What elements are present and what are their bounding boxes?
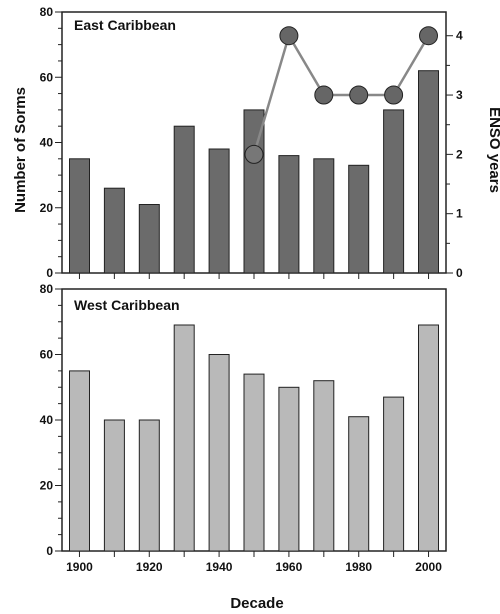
enso-axis-title: ENSO years [486, 107, 500, 193]
west-xtick-label: 1960 [276, 560, 303, 574]
enso-ytick-label: 3 [456, 88, 463, 102]
west-ytick-label: 40 [40, 413, 54, 427]
west-bar-1950 [243, 373, 265, 552]
west-ytick-label: 20 [40, 479, 54, 493]
west-caribbean-panel: 0 20 40 60 80 1900 1920 1940 1960 1980 2000 West … [40, 282, 447, 612]
enso-point-1970 [314, 85, 334, 105]
east-bars [69, 70, 439, 274]
west-bar-2000 [418, 324, 439, 552]
east-ytick-label: 80 [40, 5, 54, 19]
west-ytick-label: 0 [46, 544, 53, 558]
x-axis-title: Decade [230, 595, 283, 612]
east-x-ticks [78, 273, 430, 279]
east-bar-1990 [383, 109, 405, 274]
east-bar-2000 [418, 70, 439, 274]
west-xtick-label: 1920 [136, 560, 163, 574]
west-bar-1920 [138, 419, 160, 552]
west-bar-1940 [208, 354, 230, 552]
east-bar-1930 [173, 125, 195, 274]
enso-point-1960 [279, 26, 299, 46]
enso-ytick-label: 0 [456, 266, 463, 280]
east-panel-title: East Caribbean [74, 17, 176, 33]
enso-series-line [252, 32, 430, 155]
west-xtick-label: 1940 [206, 560, 233, 574]
east-bar-1980 [348, 164, 370, 274]
east-bar-1900 [69, 158, 90, 274]
enso-line [244, 26, 438, 164]
east-y-axis-title: Number of Sorms [12, 87, 29, 213]
east-ytick-label: 20 [40, 201, 54, 215]
east-bar-1920 [138, 204, 160, 274]
east-bar-1960 [278, 155, 300, 274]
enso-ytick-label: 2 [456, 147, 463, 161]
west-panel-title: West Caribbean [74, 297, 180, 313]
west-bar-1930 [173, 324, 195, 552]
east-caribbean-panel: 0 20 40 60 80 0 1 2 3 4 East Caribbean Number of… [12, 5, 500, 280]
west-bar-1910 [103, 419, 125, 552]
west-ytick-label: 60 [40, 348, 54, 362]
enso-ytick-label: 4 [456, 29, 463, 43]
east-bar-1940 [208, 148, 230, 274]
east-ytick-label: 60 [40, 70, 54, 84]
west-ytick-label: 80 [40, 282, 54, 296]
east-bar-1970 [313, 158, 335, 274]
west-bars [69, 324, 439, 552]
west-bar-1990 [383, 396, 405, 552]
east-left-axis: 0 20 40 60 80 [40, 5, 62, 280]
enso-point-1990 [384, 85, 404, 105]
west-x-axis: 1900 1920 1940 1960 1980 2000 [66, 551, 442, 574]
west-xtick-label: 1980 [345, 560, 372, 574]
east-bar-1910 [103, 187, 125, 274]
enso-axis: 0 1 2 3 4 [446, 29, 463, 280]
west-bar-1970 [313, 380, 335, 552]
enso-point-2000 [419, 26, 438, 46]
east-ytick-label: 40 [40, 136, 54, 150]
east-ytick-label: 0 [46, 266, 53, 280]
enso-point-1950 [244, 144, 264, 164]
west-bar-1900 [69, 370, 90, 552]
west-bar-1980 [348, 416, 370, 552]
west-xtick-label: 2000 [415, 560, 442, 574]
west-xtick-label: 1900 [66, 560, 93, 574]
enso-point-1980 [349, 85, 369, 105]
west-left-axis: 0 20 40 60 80 [40, 282, 62, 558]
enso-ytick-label: 1 [456, 207, 463, 221]
west-bar-1960 [278, 386, 300, 552]
